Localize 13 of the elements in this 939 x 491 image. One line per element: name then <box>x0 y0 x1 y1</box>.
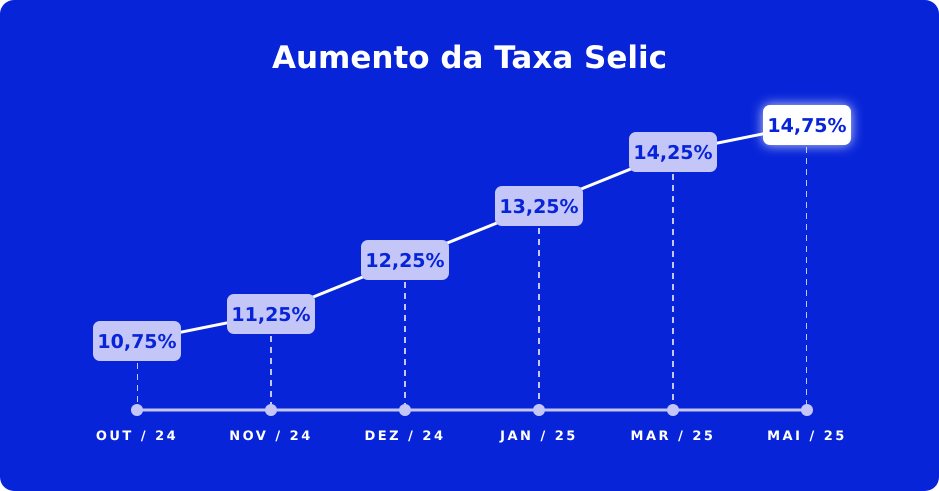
data-label: 13,25% <box>499 196 579 218</box>
x-tick-label: MAI / 25 <box>767 429 847 444</box>
chart-title: Aumento da Taxa Selic <box>270 40 668 76</box>
data-label: 14,25% <box>633 142 713 164</box>
data-label: 12,25% <box>365 250 445 272</box>
x-tick-label: DEZ / 24 <box>364 429 446 444</box>
x-tick-label: OUT / 24 <box>96 429 178 444</box>
data-label: 14,75% <box>767 115 847 137</box>
data-label: 11,25% <box>231 304 311 326</box>
x-tick-label: MAR / 25 <box>630 429 716 444</box>
x-tick-label: NOV / 24 <box>229 429 313 444</box>
x-tick-label: JAN / 25 <box>499 429 578 444</box>
data-label: 10,75% <box>97 331 177 353</box>
